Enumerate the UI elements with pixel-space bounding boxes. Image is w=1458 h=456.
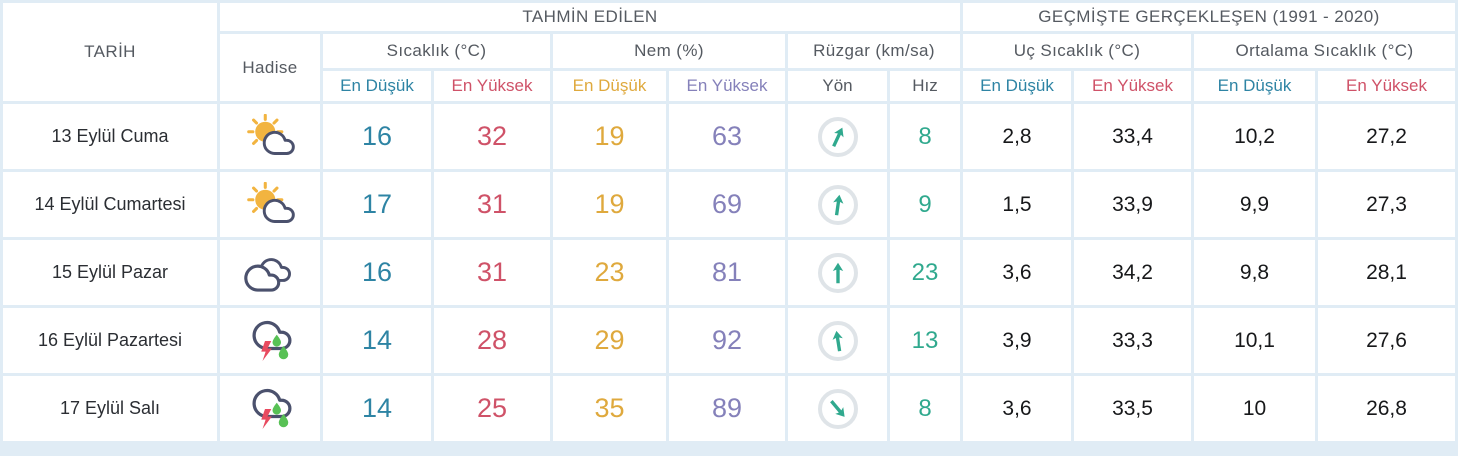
humidity-min-cell: 29 bbox=[553, 308, 666, 373]
subheader-temp-min: En Düşük bbox=[323, 71, 431, 101]
wind-direction-cell bbox=[788, 172, 887, 237]
avg-max-cell: 26,8 bbox=[1318, 376, 1455, 441]
ext-min-cell: 1,5 bbox=[963, 172, 1071, 237]
date-cell: 16 Eylül Pazartesi bbox=[3, 308, 217, 373]
humidity-max-cell: 69 bbox=[669, 172, 785, 237]
avg-max-cell: 27,6 bbox=[1318, 308, 1455, 373]
header-temperature: Sıcaklık (°C) bbox=[323, 34, 550, 68]
avg-max-cell: 27,2 bbox=[1318, 104, 1455, 169]
header-forecast-group: TAHMİN EDİLEN bbox=[220, 3, 960, 31]
subheader-wind-dir: Yön bbox=[788, 71, 887, 101]
wind-direction-icon bbox=[817, 388, 858, 429]
wind-direction-icon bbox=[817, 116, 858, 157]
header-date: TARİH bbox=[3, 3, 217, 101]
ext-max-cell: 33,5 bbox=[1074, 376, 1191, 441]
weather-icon bbox=[220, 376, 320, 441]
wind-direction-cell bbox=[788, 240, 887, 305]
wind-direction-cell bbox=[788, 104, 887, 169]
ext-max-cell: 33,9 bbox=[1074, 172, 1191, 237]
header-wind: Rüzgar (km/sa) bbox=[788, 34, 960, 68]
weather-icon bbox=[220, 240, 320, 305]
temp-max-cell: 25 bbox=[434, 376, 550, 441]
header-historical-group: GEÇMİŞTE GERÇEKLEŞEN (1991 - 2020) bbox=[963, 3, 1455, 31]
wind-direction-cell bbox=[788, 308, 887, 373]
avg-max-cell: 27,3 bbox=[1318, 172, 1455, 237]
humidity-min-cell: 19 bbox=[553, 172, 666, 237]
temp-min-cell: 14 bbox=[323, 308, 431, 373]
weather-icon bbox=[220, 308, 320, 373]
avg-min-cell: 10,1 bbox=[1194, 308, 1315, 373]
date-cell: 15 Eylül Pazar bbox=[3, 240, 217, 305]
subheader-ext-max: En Yüksek bbox=[1074, 71, 1191, 101]
humidity-max-cell: 63 bbox=[669, 104, 785, 169]
avg-max-cell: 28,1 bbox=[1318, 240, 1455, 305]
weather-icon bbox=[220, 104, 320, 169]
subheader-avg-max: En Yüksek bbox=[1318, 71, 1455, 101]
storm-icon bbox=[252, 388, 292, 429]
ext-max-cell: 33,3 bbox=[1074, 308, 1191, 373]
wind-speed-cell: 9 bbox=[890, 172, 960, 237]
ext-min-cell: 3,9 bbox=[963, 308, 1071, 373]
date-cell: 13 Eylül Cuma bbox=[3, 104, 217, 169]
humidity-min-cell: 35 bbox=[553, 376, 666, 441]
wind-arrow-icon bbox=[832, 262, 843, 283]
subheader-wind-spd: Hız bbox=[890, 71, 960, 101]
temp-max-cell: 32 bbox=[434, 104, 550, 169]
humidity-max-cell: 92 bbox=[669, 308, 785, 373]
header-average-temp: Ortalama Sıcaklık (°C) bbox=[1194, 34, 1455, 68]
wind-arrow-icon bbox=[831, 127, 844, 147]
humidity-max-cell: 89 bbox=[669, 376, 785, 441]
humidity-max-cell: 81 bbox=[669, 240, 785, 305]
humidity-min-cell: 19 bbox=[553, 104, 666, 169]
date-cell: 14 Eylül Cumartesi bbox=[3, 172, 217, 237]
ext-max-cell: 33,4 bbox=[1074, 104, 1191, 169]
avg-min-cell: 10,2 bbox=[1194, 104, 1315, 169]
sun-cloud-icon bbox=[247, 182, 295, 223]
wind-arrow-icon bbox=[829, 399, 845, 417]
wind-speed-cell: 23 bbox=[890, 240, 960, 305]
storm-icon bbox=[252, 320, 292, 361]
subheader-hum-min: En Düşük bbox=[553, 71, 666, 101]
subheader-ext-min: En Düşük bbox=[963, 71, 1071, 101]
wind-direction-icon bbox=[817, 320, 858, 361]
avg-min-cell: 10 bbox=[1194, 376, 1315, 441]
clouds-icon bbox=[244, 257, 291, 292]
subheader-temp-max: En Yüksek bbox=[434, 71, 550, 101]
wind-speed-cell: 13 bbox=[890, 308, 960, 373]
ext-min-cell: 3,6 bbox=[963, 240, 1071, 305]
humidity-min-cell: 23 bbox=[553, 240, 666, 305]
temp-min-cell: 16 bbox=[323, 240, 431, 305]
ext-max-cell: 34,2 bbox=[1074, 240, 1191, 305]
wind-direction-cell bbox=[788, 376, 887, 441]
header-humidity: Nem (%) bbox=[553, 34, 785, 68]
wind-direction-icon bbox=[817, 252, 858, 293]
header-event: Hadise bbox=[220, 34, 320, 101]
ext-min-cell: 2,8 bbox=[963, 104, 1071, 169]
wind-arrow-icon bbox=[832, 330, 843, 351]
ext-min-cell: 3,6 bbox=[963, 376, 1071, 441]
temp-max-cell: 28 bbox=[434, 308, 550, 373]
sun-cloud-icon bbox=[247, 114, 295, 155]
avg-min-cell: 9,8 bbox=[1194, 240, 1315, 305]
temp-min-cell: 17 bbox=[323, 172, 431, 237]
temp-max-cell: 31 bbox=[434, 172, 550, 237]
temp-max-cell: 31 bbox=[434, 240, 550, 305]
temp-min-cell: 16 bbox=[323, 104, 431, 169]
wind-direction-icon bbox=[817, 184, 858, 225]
subheader-avg-min: En Düşük bbox=[1194, 71, 1315, 101]
subheader-hum-max: En Yüksek bbox=[669, 71, 785, 101]
wind-arrow-icon bbox=[832, 194, 843, 215]
avg-min-cell: 9,9 bbox=[1194, 172, 1315, 237]
header-extreme-temp: Uç Sıcaklık (°C) bbox=[963, 34, 1191, 68]
temp-min-cell: 14 bbox=[323, 376, 431, 441]
wind-speed-cell: 8 bbox=[890, 104, 960, 169]
wind-speed-cell: 8 bbox=[890, 376, 960, 441]
weather-forecast-table: TARİH TAHMİN EDİLEN GEÇMİŞTE GERÇEKLEŞEN… bbox=[3, 3, 1455, 441]
weather-icon bbox=[220, 172, 320, 237]
date-cell: 17 Eylül Salı bbox=[3, 376, 217, 441]
